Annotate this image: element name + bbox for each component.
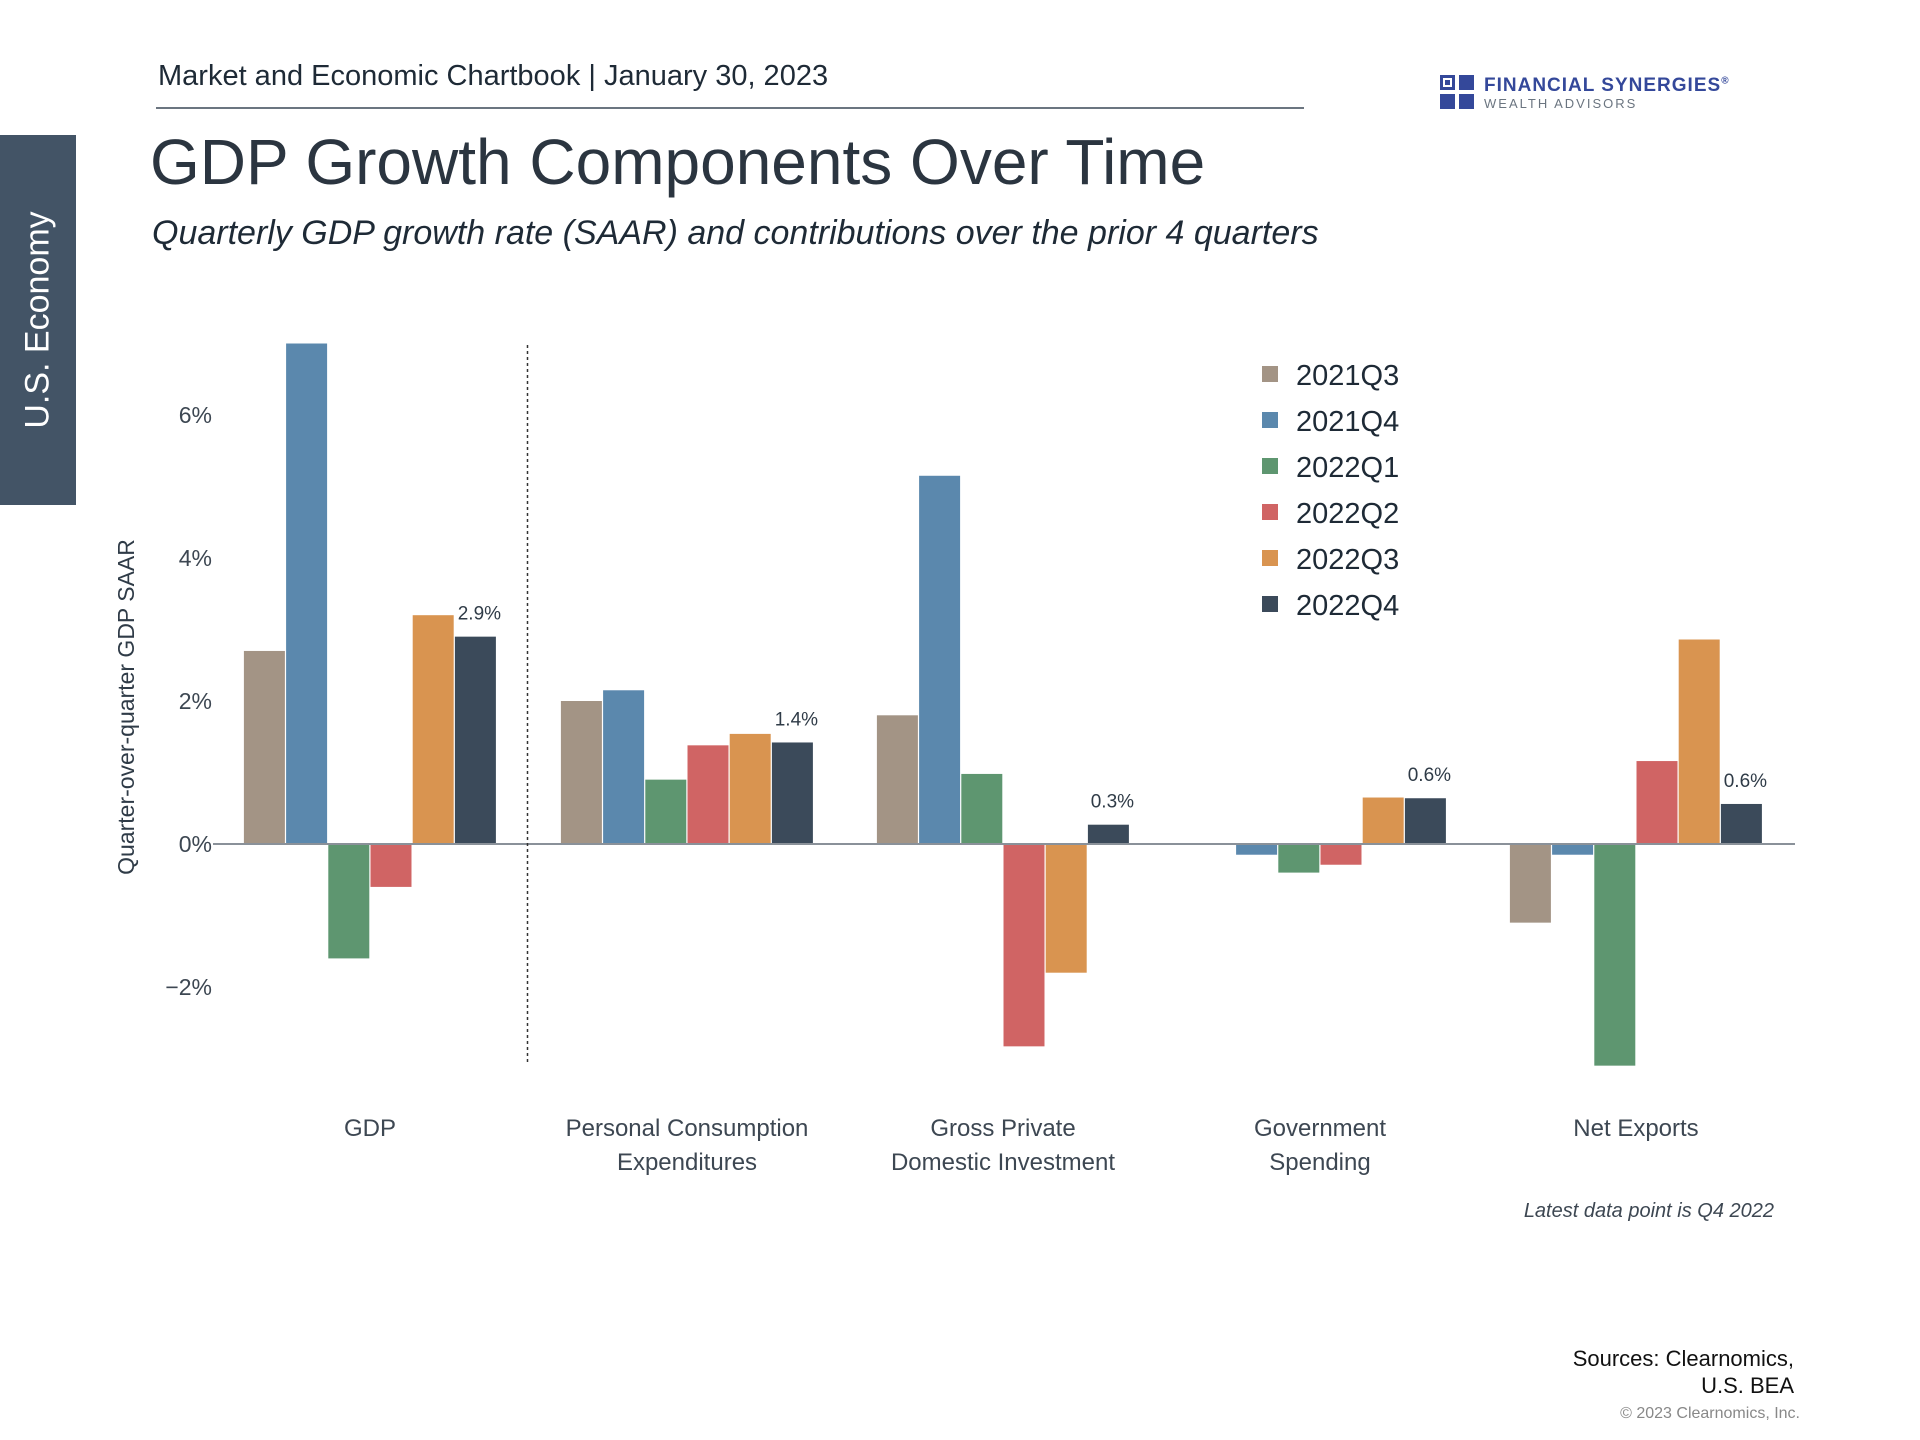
logo-squares-icon — [1440, 75, 1474, 109]
legend-label-2022Q3: 2022Q3 — [1296, 544, 1399, 576]
bar-2022Q4-cat4 — [1720, 803, 1762, 844]
sources-line-2: U.S. BEA — [1701, 1373, 1794, 1398]
category-label: Government — [1254, 1115, 1386, 1142]
y-tick-label: 4% — [179, 545, 212, 571]
y-tick-label: −2% — [165, 974, 212, 1000]
legend-label-2022Q2: 2022Q2 — [1296, 498, 1399, 530]
bar-2022Q4-cat3 — [1404, 798, 1446, 844]
y-axis-label: Quarter-over-quarter GDP SAAR — [113, 539, 139, 875]
logo-subtitle: WEALTH ADVISORS — [1484, 96, 1638, 111]
bar-2021Q4-cat2 — [919, 475, 961, 844]
bar-2022Q1-cat3 — [1278, 844, 1320, 873]
page-subtitle: Quarterly GDP growth rate (SAAR) and con… — [152, 214, 1319, 252]
bar-2022Q4-cat2 — [1087, 824, 1129, 844]
bar-2022Q2-cat3 — [1320, 844, 1362, 865]
copyright: © 2023 Clearnomics, Inc. — [1620, 1405, 1800, 1422]
bar-2021Q3-cat0 — [243, 650, 285, 844]
data-label: 0.6% — [1724, 771, 1767, 792]
bar-2022Q3-cat4 — [1678, 639, 1720, 844]
page-title: GDP Growth Components Over Time — [150, 126, 1206, 198]
latest-data-note: Latest data point is Q4 2022 — [1523, 1200, 1774, 1222]
logo-name: FINANCIAL SYNERGIES® — [1484, 75, 1730, 97]
bar-2022Q2-cat2 — [1003, 844, 1045, 1047]
chartbook-header: Market and Economic Chartbook | January … — [158, 60, 829, 92]
data-label: 0.6% — [1408, 765, 1451, 786]
bar-2022Q1-cat2 — [961, 773, 1003, 844]
sources: Sources: Clearnomics, U.S. BEA — [1470, 1345, 1794, 1399]
section-tab: U.S. Economy — [0, 135, 76, 505]
bar-2021Q4-cat0 — [286, 343, 328, 844]
category-label: Net Exports — [1573, 1115, 1698, 1142]
data-label: 2.9% — [458, 604, 501, 625]
category-label: GDP — [344, 1115, 396, 1142]
data-label: 1.4% — [775, 709, 818, 730]
bar-2022Q3-cat3 — [1362, 797, 1404, 844]
bar-2022Q4-cat1 — [771, 742, 813, 844]
bar-2022Q3-cat0 — [412, 615, 454, 844]
bar-2022Q1-cat4 — [1594, 844, 1636, 1066]
header-divider — [156, 107, 1304, 109]
bar-2021Q3-cat1 — [560, 701, 602, 844]
bar-2021Q3-cat4 — [1509, 844, 1551, 923]
category-label: Domestic Investment — [891, 1149, 1115, 1176]
legend-swatch-2021Q4 — [1262, 412, 1278, 428]
bar-2022Q3-cat2 — [1045, 844, 1087, 973]
category-label: Gross Private — [930, 1115, 1075, 1142]
bar-2021Q4-cat1 — [603, 690, 645, 844]
bar-2022Q2-cat1 — [687, 745, 729, 844]
legend-label-2021Q4: 2021Q4 — [1296, 406, 1399, 438]
bar-2022Q1-cat0 — [328, 844, 370, 959]
bar-2022Q3-cat1 — [729, 733, 771, 844]
bar-2022Q2-cat4 — [1636, 761, 1678, 844]
bar-2022Q1-cat1 — [645, 779, 687, 844]
y-tick-label: 0% — [179, 831, 212, 857]
legend-swatch-2022Q1 — [1262, 458, 1278, 474]
legend-label-2022Q4: 2022Q4 — [1296, 590, 1399, 622]
category-label: Spending — [1269, 1149, 1370, 1176]
logo-trademark: ® — [1721, 75, 1730, 87]
legend-swatch-2022Q4 — [1262, 596, 1278, 612]
logo-name-text: FINANCIAL SYNERGIES — [1484, 75, 1722, 96]
legend-swatch-2022Q3 — [1262, 550, 1278, 566]
data-label: 0.3% — [1091, 792, 1134, 813]
bar-2021Q4-cat3 — [1236, 844, 1278, 855]
company-logo: FINANCIAL SYNERGIES® WEALTH ADVISORS — [1440, 75, 1760, 115]
bar-2022Q2-cat0 — [370, 844, 412, 887]
legend-swatch-2022Q2 — [1262, 504, 1278, 520]
legend-label-2021Q3: 2021Q3 — [1296, 360, 1399, 392]
sources-line-1: Sources: Clearnomics, — [1572, 1346, 1794, 1371]
bar-2021Q4-cat4 — [1552, 844, 1594, 855]
category-label: Personal Consumption — [566, 1115, 809, 1142]
y-tick-label: 2% — [179, 688, 212, 714]
category-label: Expenditures — [617, 1149, 757, 1176]
legend-swatch-2021Q3 — [1262, 366, 1278, 382]
y-tick-label: 6% — [179, 402, 212, 428]
bar-2022Q4-cat0 — [454, 636, 496, 844]
bar-2021Q3-cat2 — [876, 715, 918, 844]
legend-label-2022Q1: 2022Q1 — [1296, 452, 1399, 484]
